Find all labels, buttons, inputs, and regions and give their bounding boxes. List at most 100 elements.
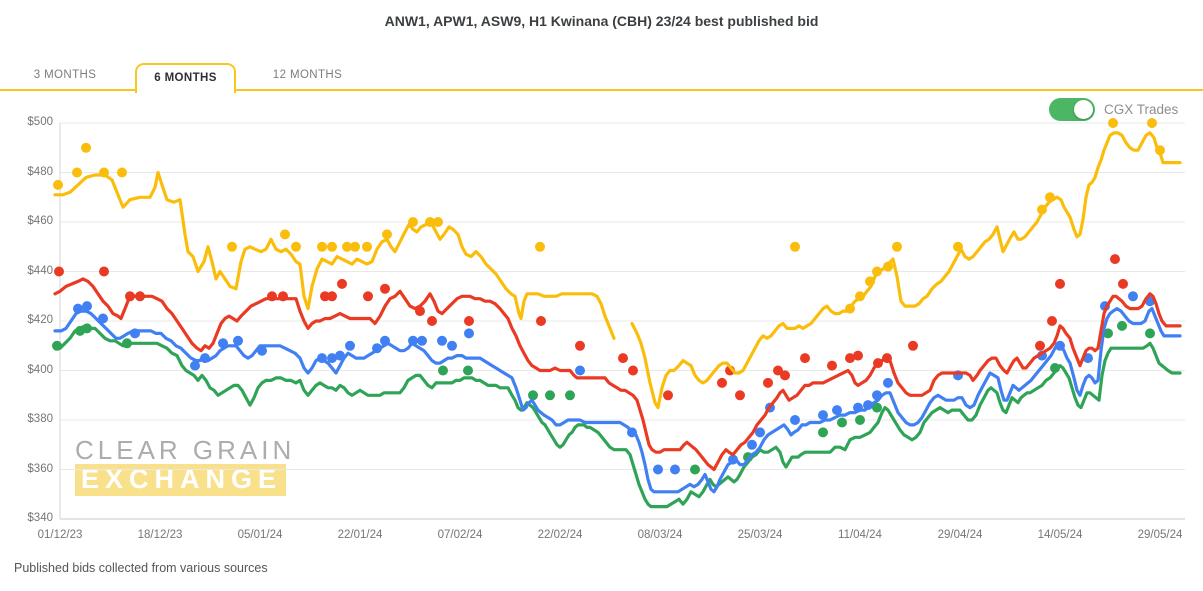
- trade-dot-anw1[interactable]: [790, 415, 800, 425]
- trade-dot-h1[interactable]: [81, 142, 91, 153]
- trade-dot-anw1[interactable]: [863, 400, 873, 411]
- series-line-anw1[interactable]: [53, 307, 1182, 494]
- trade-dot-h1[interactable]: [1147, 118, 1157, 128]
- trade-dot-anw1[interactable]: [82, 301, 92, 312]
- trade-dot-apw1[interactable]: [575, 340, 585, 351]
- trade-dot-apw1[interactable]: [327, 291, 337, 302]
- trade-dot-anw1[interactable]: [130, 328, 140, 339]
- trade-dot-anw1[interactable]: [653, 464, 663, 475]
- trade-dot-asw9[interactable]: [690, 464, 700, 475]
- trade-dot-apw1[interactable]: [618, 353, 628, 364]
- trade-dot-apw1[interactable]: [1055, 278, 1065, 289]
- trade-dot-asw9[interactable]: [52, 340, 62, 351]
- trade-dot-apw1[interactable]: [628, 365, 638, 376]
- trade-dot-h1[interactable]: [280, 229, 290, 240]
- trade-dot-apw1[interactable]: [780, 370, 790, 381]
- trade-dot-anw1[interactable]: [670, 464, 680, 475]
- trade-dot-anw1[interactable]: [437, 335, 447, 346]
- trade-dot-apw1[interactable]: [1110, 254, 1120, 265]
- trade-dot-asw9[interactable]: [818, 427, 828, 438]
- tab-12-months[interactable]: 12 MONTHS: [272, 69, 343, 81]
- trade-dot-h1[interactable]: [425, 217, 435, 227]
- trade-dot-anw1[interactable]: [1128, 291, 1138, 302]
- trade-dot-apw1[interactable]: [415, 306, 425, 317]
- series-line-asw9[interactable]: [53, 324, 1182, 509]
- trade-dot-anw1[interactable]: [883, 377, 893, 388]
- trade-dot-h1[interactable]: [408, 217, 418, 227]
- trade-dot-apw1[interactable]: [54, 266, 64, 277]
- trade-dot-apw1[interactable]: [800, 353, 810, 364]
- trade-dot-anw1[interactable]: [257, 345, 267, 356]
- trade-dot-anw1[interactable]: [747, 439, 757, 450]
- trade-dot-apw1[interactable]: [135, 291, 145, 302]
- trade-dot-h1[interactable]: [1037, 204, 1047, 215]
- trade-dot-anw1[interactable]: [575, 365, 585, 376]
- trade-dot-asw9[interactable]: [837, 417, 847, 428]
- trade-dot-anw1[interactable]: [73, 303, 83, 314]
- series-line-apw1[interactable]: [53, 277, 1182, 472]
- trade-dot-anw1[interactable]: [447, 340, 457, 351]
- trade-dot-anw1[interactable]: [627, 427, 637, 438]
- trade-dot-apw1[interactable]: [1035, 340, 1045, 351]
- trade-dot-anw1[interactable]: [190, 360, 200, 371]
- trade-dot-apw1[interactable]: [1047, 316, 1057, 326]
- tab-3-months[interactable]: 3 MONTHS: [33, 69, 97, 81]
- trade-dot-h1[interactable]: [1155, 145, 1165, 156]
- trade-dot-h1[interactable]: [433, 217, 443, 227]
- trade-dot-apw1[interactable]: [337, 278, 347, 289]
- trade-dot-anw1[interactable]: [345, 340, 355, 351]
- trade-dot-anw1[interactable]: [327, 353, 337, 364]
- trade-dot-h1[interactable]: [1045, 192, 1055, 203]
- trade-dot-anw1[interactable]: [1055, 340, 1065, 351]
- trade-dot-anw1[interactable]: [233, 335, 243, 346]
- trade-dot-asw9[interactable]: [463, 365, 473, 376]
- trade-dot-anw1[interactable]: [98, 313, 108, 324]
- trade-dot-asw9[interactable]: [1103, 328, 1113, 339]
- trade-dot-h1[interactable]: [845, 303, 855, 314]
- trade-dot-anw1[interactable]: [818, 410, 828, 421]
- trade-dot-h1[interactable]: [855, 291, 865, 302]
- series-line-h1[interactable]: [53, 170, 616, 340]
- trade-dot-h1[interactable]: [227, 241, 237, 252]
- trade-dot-apw1[interactable]: [380, 283, 390, 294]
- trade-dot-h1[interactable]: [953, 241, 963, 252]
- trade-dot-h1[interactable]: [535, 241, 545, 252]
- trade-dot-apw1[interactable]: [763, 377, 773, 388]
- trade-dot-h1[interactable]: [362, 241, 372, 252]
- trade-dot-h1[interactable]: [327, 241, 337, 252]
- trade-dot-asw9[interactable]: [545, 390, 555, 401]
- trade-dot-apw1[interactable]: [845, 353, 855, 364]
- trade-dot-h1[interactable]: [342, 241, 352, 252]
- trade-dot-apw1[interactable]: [717, 377, 727, 388]
- trade-dot-anw1[interactable]: [872, 390, 882, 401]
- trade-dot-apw1[interactable]: [125, 291, 135, 302]
- trade-dot-anw1[interactable]: [335, 350, 345, 361]
- trade-dot-anw1[interactable]: [417, 335, 427, 346]
- trade-dot-h1[interactable]: [291, 241, 301, 252]
- trade-dot-h1[interactable]: [53, 179, 63, 190]
- trade-dot-apw1[interactable]: [267, 291, 277, 302]
- trade-dot-h1[interactable]: [117, 167, 127, 178]
- trade-dot-apw1[interactable]: [873, 358, 883, 369]
- trade-dot-apw1[interactable]: [908, 340, 918, 351]
- trade-dot-asw9[interactable]: [122, 338, 132, 349]
- trade-dot-apw1[interactable]: [99, 266, 109, 277]
- trade-dot-anw1[interactable]: [464, 328, 474, 339]
- cgx-trades-toggle[interactable]: [1049, 98, 1095, 121]
- trade-dot-h1[interactable]: [72, 167, 82, 178]
- trade-dot-apw1[interactable]: [853, 350, 863, 361]
- trade-dot-anw1[interactable]: [372, 343, 382, 354]
- trade-dot-h1[interactable]: [382, 229, 392, 240]
- trade-dot-apw1[interactable]: [320, 291, 330, 302]
- trade-dot-asw9[interactable]: [438, 365, 448, 376]
- trade-dot-asw9[interactable]: [1050, 363, 1060, 373]
- trade-dot-apw1[interactable]: [773, 365, 783, 376]
- trade-dot-anw1[interactable]: [200, 353, 210, 364]
- trade-dot-asw9[interactable]: [528, 390, 538, 401]
- trade-dot-h1[interactable]: [317, 241, 327, 252]
- trade-dot-anw1[interactable]: [853, 402, 863, 413]
- trade-dot-anw1[interactable]: [218, 338, 228, 349]
- trade-dot-h1[interactable]: [872, 266, 882, 277]
- trade-dot-h1[interactable]: [865, 276, 875, 287]
